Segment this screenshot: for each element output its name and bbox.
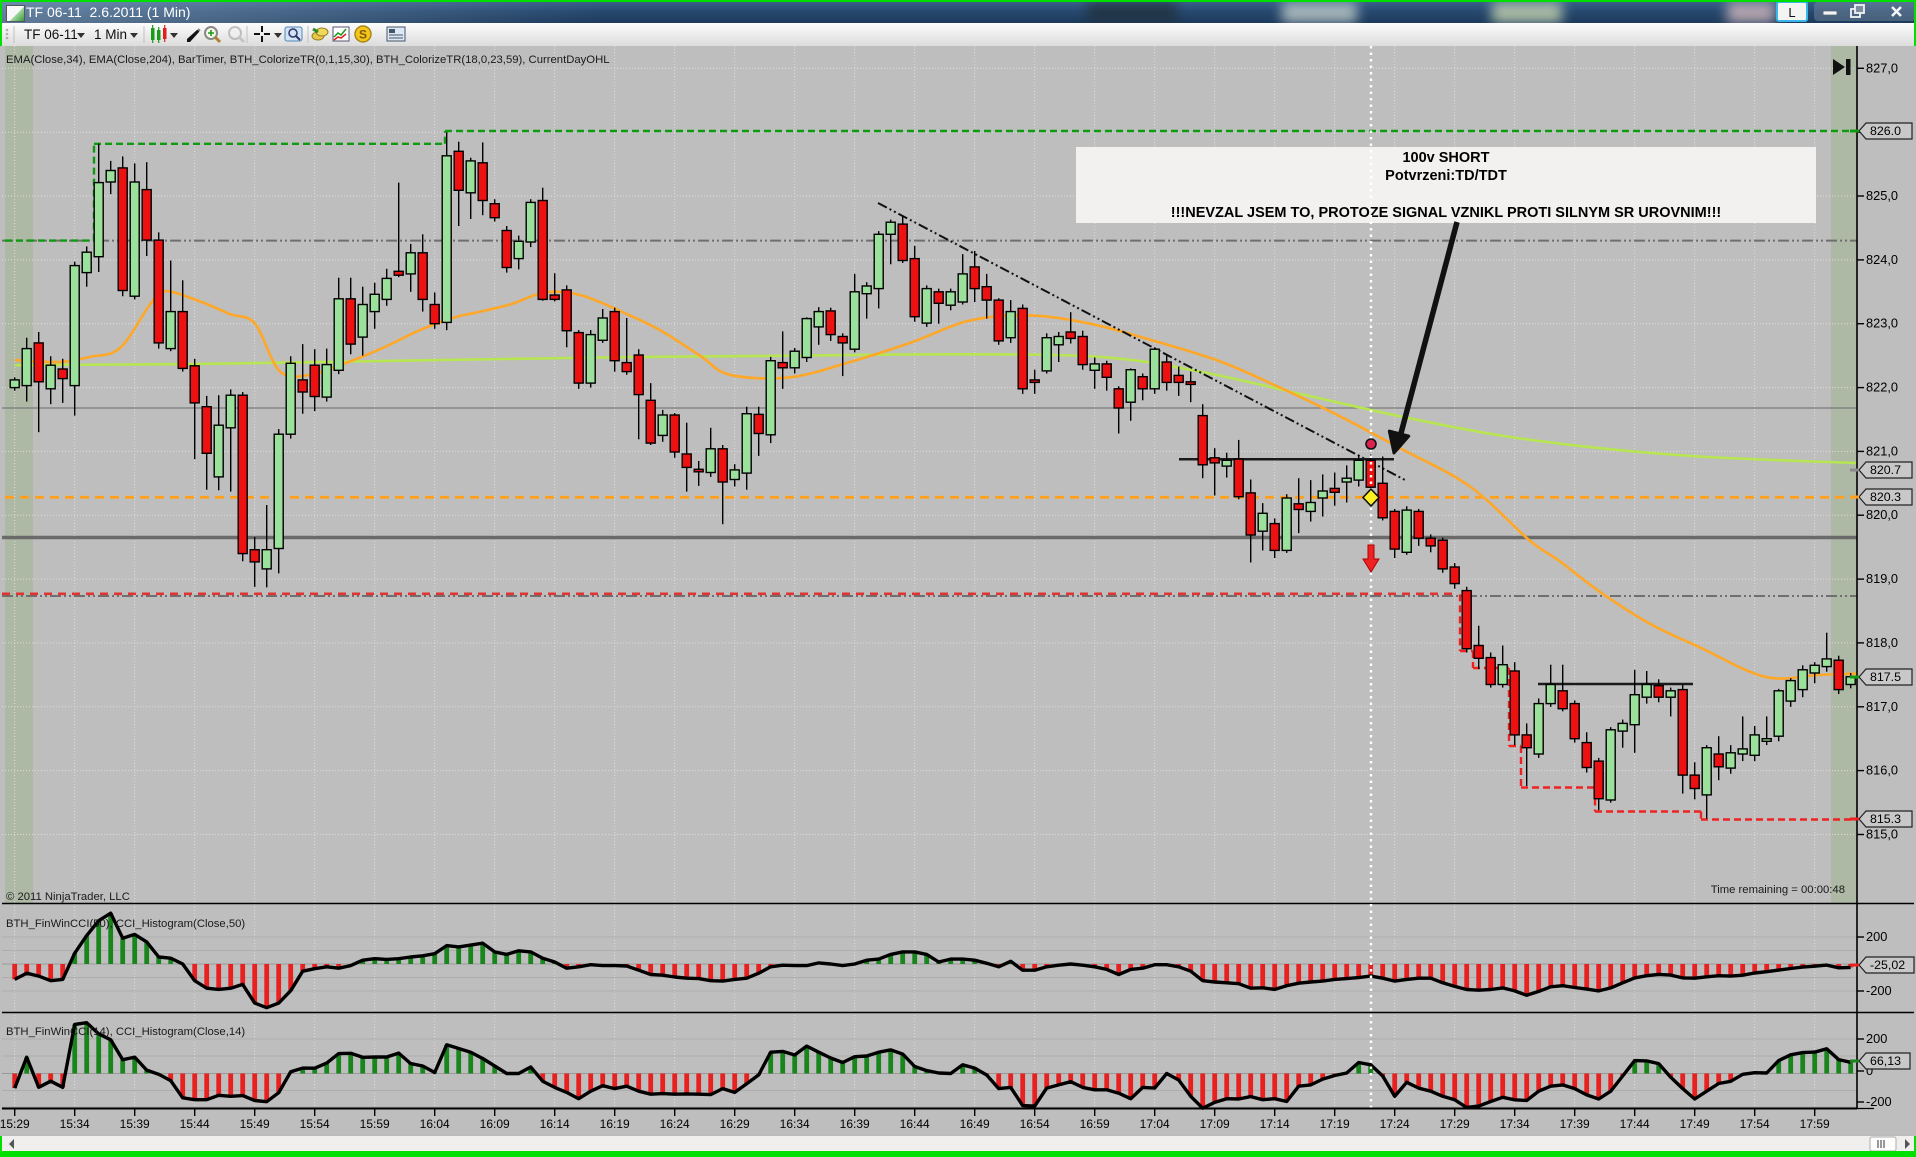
svg-text:816,0: 816,0: [1866, 763, 1898, 778]
svg-text:15:39: 15:39: [120, 1117, 150, 1131]
svg-text:826.0: 826.0: [1870, 124, 1901, 138]
svg-text:© 2011 NinjaTrader, LLC: © 2011 NinjaTrader, LLC: [6, 891, 130, 903]
svg-text:17:59: 17:59: [1800, 1117, 1830, 1131]
svg-text:-25,02: -25,02: [1870, 958, 1905, 972]
svg-text:16:49: 16:49: [960, 1117, 990, 1131]
svg-text:825,0: 825,0: [1866, 188, 1898, 203]
svg-text:16:54: 16:54: [1020, 1117, 1050, 1131]
svg-text:16:04: 16:04: [420, 1117, 450, 1131]
svg-text:17:29: 17:29: [1440, 1117, 1470, 1131]
svg-text:Potvrzeni:TD/TDT: Potvrzeni:TD/TDT: [1385, 168, 1507, 184]
svg-text:-200: -200: [1866, 983, 1892, 998]
svg-text:200: 200: [1866, 929, 1887, 944]
svg-text:17:04: 17:04: [1140, 1117, 1170, 1131]
svg-text:17:14: 17:14: [1260, 1117, 1290, 1131]
svg-text:16:19: 16:19: [600, 1117, 630, 1131]
svg-text:17:19: 17:19: [1320, 1117, 1350, 1131]
svg-text:16:39: 16:39: [840, 1117, 870, 1131]
svg-text:!!!NEVZAL JSEM TO, PROTOZE SIG: !!!NEVZAL JSEM TO, PROTOZE SIGNAL VZNIKL…: [1171, 205, 1722, 221]
svg-text:17:54: 17:54: [1740, 1117, 1770, 1131]
svg-text:15:54: 15:54: [300, 1117, 330, 1131]
svg-text:BTH_FinWinCCI(50), CCI_Histogr: BTH_FinWinCCI(50), CCI_Histogram(Close,5…: [6, 918, 245, 930]
svg-text:822,0: 822,0: [1866, 380, 1898, 395]
svg-text:17:44: 17:44: [1620, 1117, 1650, 1131]
svg-text:820.3: 820.3: [1870, 490, 1901, 504]
svg-text:817.5: 817.5: [1870, 670, 1901, 684]
svg-text:817,0: 817,0: [1866, 699, 1898, 714]
svg-text:815.3: 815.3: [1870, 812, 1901, 826]
svg-text:16:24: 16:24: [660, 1117, 690, 1131]
svg-text:1 Min: 1 Min: [94, 27, 127, 42]
svg-text:16:59: 16:59: [1080, 1117, 1110, 1131]
svg-text:66,13: 66,13: [1870, 1054, 1901, 1068]
svg-text:200: 200: [1866, 1031, 1887, 1046]
svg-text:15:34: 15:34: [60, 1117, 90, 1131]
svg-text:TF 06-11: TF 06-11: [24, 27, 78, 42]
svg-text:820.7: 820.7: [1870, 463, 1901, 477]
svg-text:16:09: 16:09: [480, 1117, 510, 1131]
svg-text:17:24: 17:24: [1380, 1117, 1410, 1131]
svg-text:EMA(Close,34), EMA(Close,204),: EMA(Close,34), EMA(Close,204), BarTimer,…: [6, 54, 610, 66]
svg-text:819,0: 819,0: [1866, 571, 1898, 586]
svg-text:15:49: 15:49: [240, 1117, 270, 1131]
svg-text:820,0: 820,0: [1866, 507, 1898, 522]
svg-text:827,0: 827,0: [1866, 60, 1898, 75]
svg-text:16:44: 16:44: [900, 1117, 930, 1131]
svg-text:BTH_FinWinCCI(14), CCI_Histogr: BTH_FinWinCCI(14), CCI_Histogram(Close,1…: [6, 1026, 245, 1038]
svg-text:17:34: 17:34: [1500, 1117, 1530, 1131]
svg-text:823,0: 823,0: [1866, 316, 1898, 331]
svg-text:-200: -200: [1866, 1094, 1892, 1109]
svg-text:15:59: 15:59: [360, 1117, 390, 1131]
svg-text:16:14: 16:14: [540, 1117, 570, 1131]
svg-text:16:34: 16:34: [780, 1117, 810, 1131]
svg-text:17:39: 17:39: [1560, 1117, 1590, 1131]
svg-text:0: 0: [1866, 1063, 1873, 1078]
svg-text:100v SHORT: 100v SHORT: [1402, 150, 1489, 166]
svg-text:S: S: [359, 28, 367, 42]
svg-text:L: L: [1788, 5, 1795, 20]
svg-text:15:29: 15:29: [0, 1117, 30, 1131]
svg-text:Time remaining = 00:00:48: Time remaining = 00:00:48: [1711, 884, 1845, 896]
svg-text:17:09: 17:09: [1200, 1117, 1230, 1131]
svg-text:17:49: 17:49: [1680, 1117, 1710, 1131]
svg-text:15:44: 15:44: [180, 1117, 210, 1131]
svg-text:824,0: 824,0: [1866, 252, 1898, 267]
svg-text:821,0: 821,0: [1866, 443, 1898, 458]
svg-text:16:29: 16:29: [720, 1117, 750, 1131]
svg-text:815,0: 815,0: [1866, 827, 1898, 842]
svg-text:818,0: 818,0: [1866, 635, 1898, 650]
